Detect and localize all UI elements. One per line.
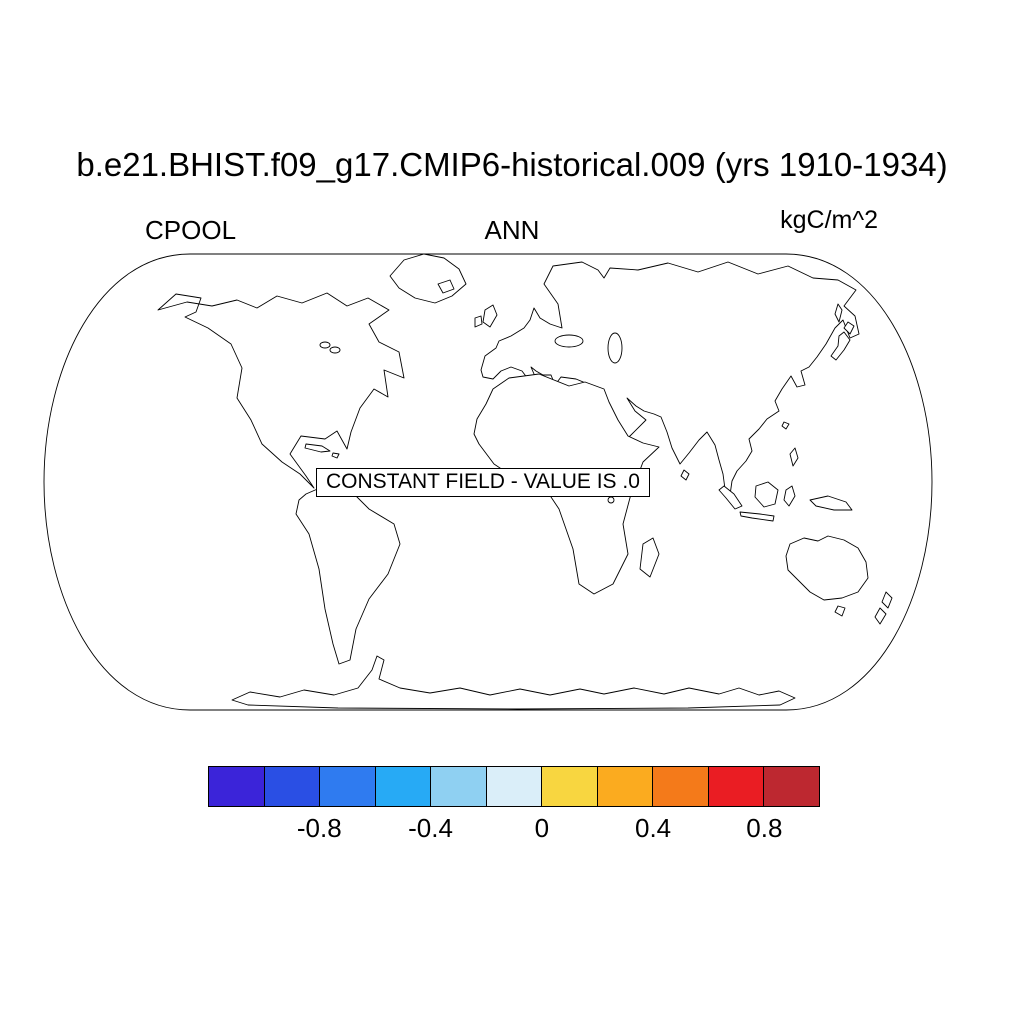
lake-caspian-sea <box>608 333 622 363</box>
coastline-north-america <box>158 293 404 488</box>
coastline-south-america <box>296 484 400 664</box>
coastline-australia <box>786 536 868 600</box>
island-cuba <box>305 444 330 452</box>
island-borneo <box>755 482 778 507</box>
colorbar-tick-label: 0.4 <box>635 813 672 843</box>
island-hokkaido <box>844 322 854 334</box>
colorbar-cell <box>374 766 432 807</box>
coastline-antarctica <box>232 656 795 709</box>
world-map-svg <box>38 248 938 716</box>
map-boundary <box>44 254 932 710</box>
island-great-britain <box>483 305 497 327</box>
lake-great-lakes-1 <box>320 342 330 348</box>
colorbar-cell <box>652 766 709 807</box>
colorbar-cell <box>319 766 376 807</box>
colorbar-cell <box>763 766 821 807</box>
island-sri-lanka <box>681 470 689 480</box>
colorbar-cell <box>596 766 654 807</box>
colorbar-cell <box>263 766 321 807</box>
world-map <box>38 248 938 716</box>
colorbar-cell <box>541 766 598 807</box>
lake-victoria <box>608 497 614 503</box>
island-philippines <box>790 448 798 466</box>
island-madagascar <box>640 538 659 577</box>
colorbar-cell <box>208 766 265 807</box>
island-tasmania <box>835 606 845 616</box>
island-ireland <box>475 316 482 327</box>
island-new-guinea <box>810 496 852 510</box>
colorbar-cell <box>485 766 543 807</box>
colorbar-tick-label: 0.8 <box>746 813 783 843</box>
colorbar-tick-label: -0.4 <box>408 813 453 843</box>
island-sumatra <box>719 486 742 509</box>
colorbar-cell <box>430 766 487 807</box>
island-japan <box>831 332 850 360</box>
island-sakhalin <box>835 304 842 322</box>
variable-label: CPOOL <box>145 215 237 245</box>
coastline-eurasia <box>481 262 859 495</box>
constant-field-annotation: CONSTANT FIELD - VALUE IS .0 <box>316 468 650 497</box>
island-hispaniola <box>332 453 339 458</box>
colorbar-tick-label: -0.8 <box>296 813 342 843</box>
lake-great-lakes-2 <box>330 347 340 353</box>
island-sulawesi <box>784 486 795 506</box>
colorbar-tick-label: 0 <box>534 813 550 843</box>
island-taiwan <box>782 422 789 429</box>
units-label: kgC/m^2 <box>780 206 878 234</box>
lake-black-sea <box>555 335 583 347</box>
island-java <box>740 512 774 521</box>
figure-title: b.e21.BHIST.f09_g17.CMIP6-historical.009… <box>76 146 948 183</box>
island-iceland <box>438 280 454 293</box>
colorbar-ticks: -0.8 -0.4 0 0.4 0.8 <box>208 813 820 845</box>
coastline-greenland <box>390 254 466 303</box>
colorbar-cell <box>707 766 765 807</box>
season-label: ANN <box>484 215 540 245</box>
colorbar <box>208 766 821 807</box>
island-new-zealand-south <box>875 608 886 624</box>
island-new-zealand-north <box>882 592 892 608</box>
